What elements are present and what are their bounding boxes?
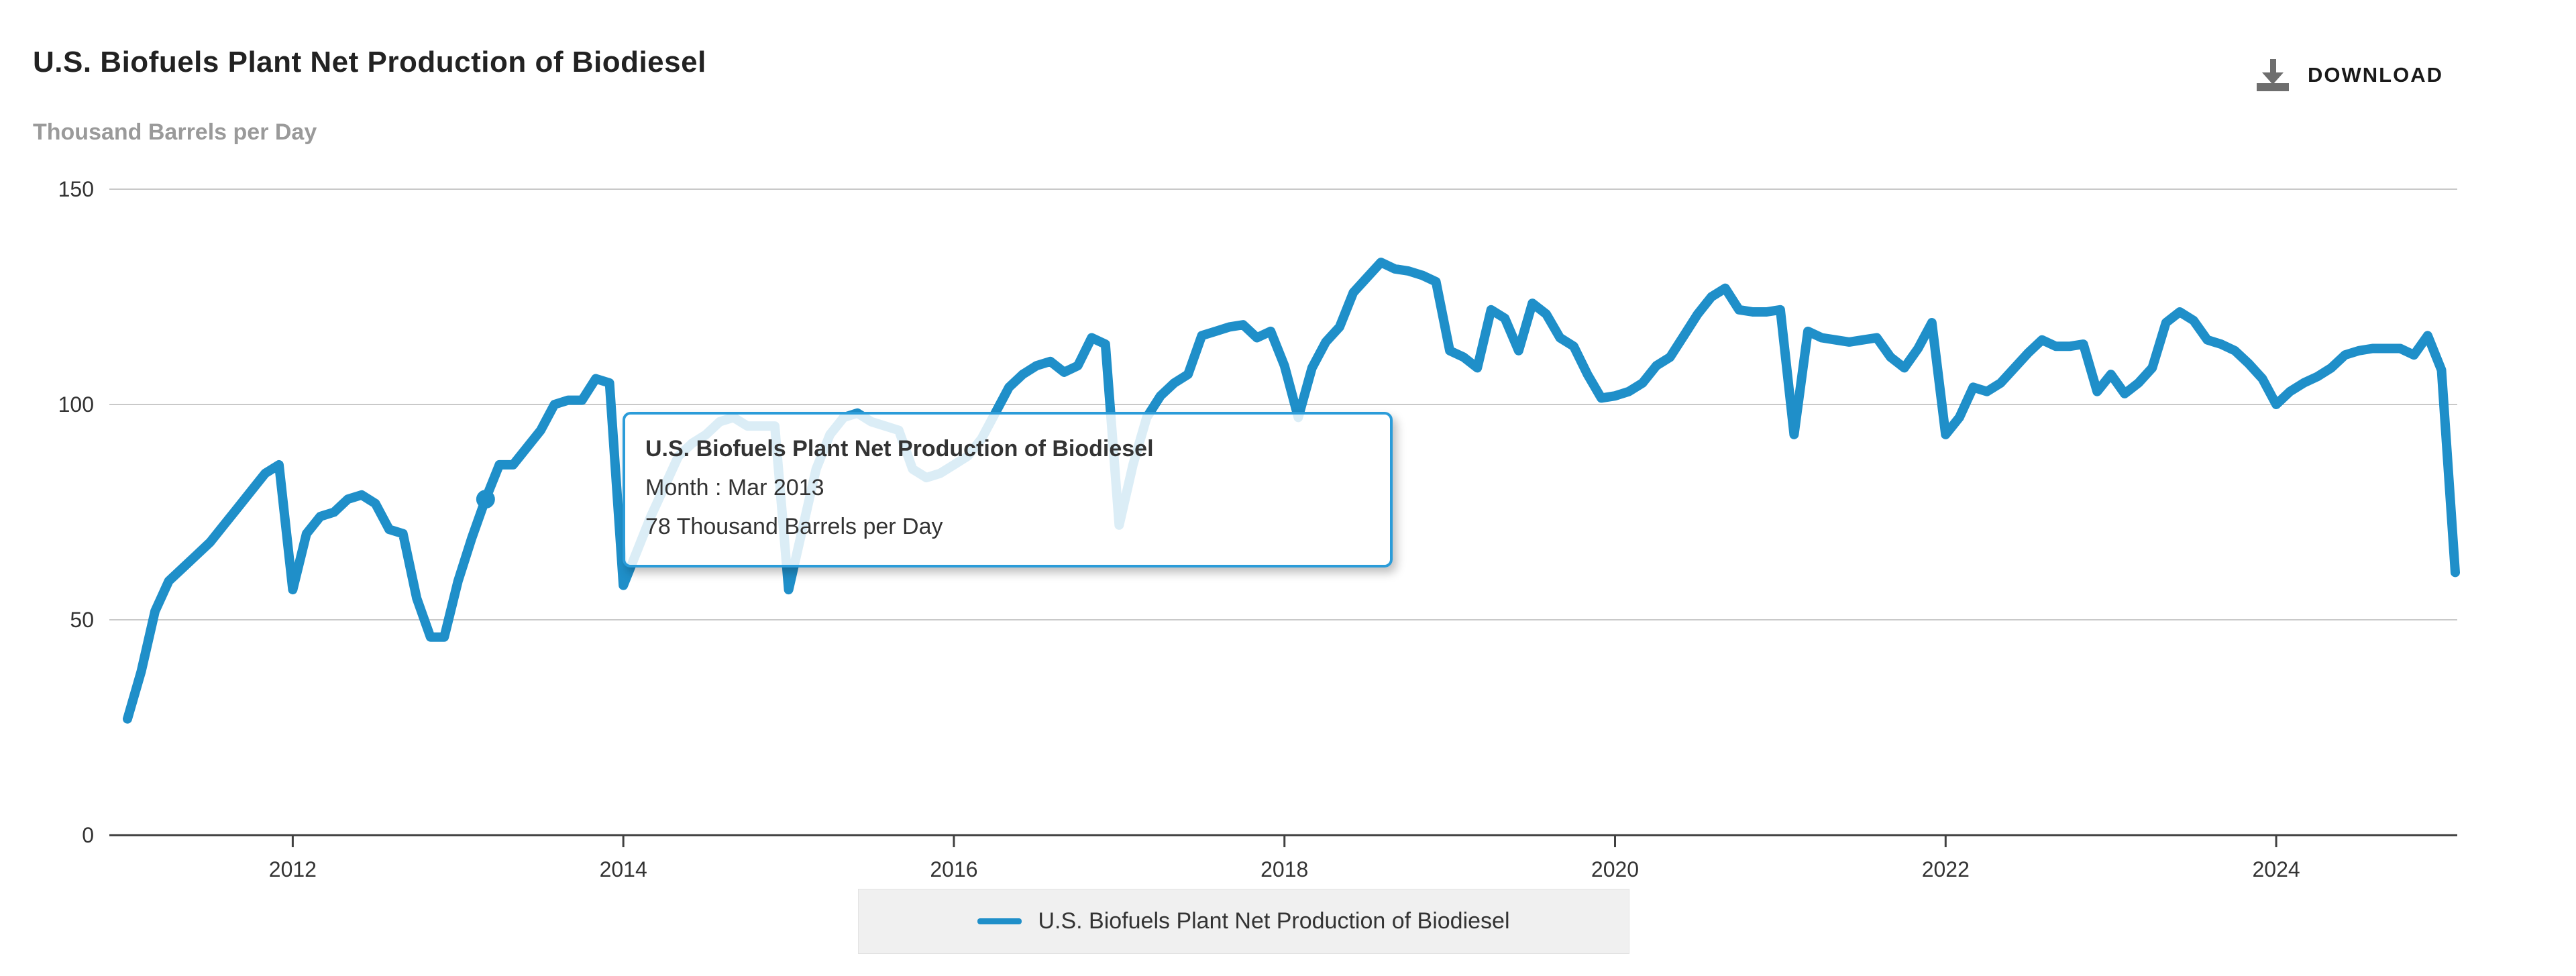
svg-text:2014: 2014 (600, 857, 647, 881)
svg-text:150: 150 (58, 177, 94, 201)
download-icon (2255, 58, 2290, 93)
tooltip-value: 78 Thousand Barrels per Day (645, 514, 943, 539)
svg-text:2016: 2016 (930, 857, 977, 881)
highlighted-point-marker[interactable] (476, 490, 495, 509)
tooltip-month: Month : Mar 2013 (645, 475, 824, 500)
chart-tooltip: U.S. Biofuels Plant Net Production of Bi… (623, 412, 1393, 567)
svg-text:2024: 2024 (2252, 857, 2300, 881)
y-axis-labels: 0 50 100 150 (58, 177, 94, 847)
tooltip-series-title: U.S. Biofuels Plant Net Production of Bi… (645, 436, 1154, 462)
download-button[interactable]: DOWNLOAD (2255, 58, 2443, 93)
svg-text:2020: 2020 (1591, 857, 1639, 881)
chart-legend[interactable]: U.S. Biofuels Plant Net Production of Bi… (858, 889, 1629, 954)
legend-line-swatch (977, 918, 1022, 924)
series-line[interactable] (123, 258, 2460, 724)
x-axis-labels: 2012 2014 2016 2018 2020 2022 2024 (269, 857, 2300, 881)
svg-text:2012: 2012 (269, 857, 317, 881)
svg-text:2018: 2018 (1260, 857, 1308, 881)
x-axis-ticks (291, 835, 2277, 847)
svg-text:100: 100 (58, 392, 94, 417)
svg-text:0: 0 (82, 823, 94, 847)
gridlines (109, 188, 2457, 620)
svg-text:2022: 2022 (1922, 857, 1970, 881)
svg-text:50: 50 (70, 608, 94, 632)
chart-units-label: Thousand Barrels per Day (33, 119, 317, 145)
download-button-label: DOWNLOAD (2308, 63, 2443, 87)
legend-series-label: U.S. Biofuels Plant Net Production of Bi… (1038, 908, 1510, 934)
page-title: U.S. Biofuels Plant Net Production of Bi… (33, 46, 706, 78)
